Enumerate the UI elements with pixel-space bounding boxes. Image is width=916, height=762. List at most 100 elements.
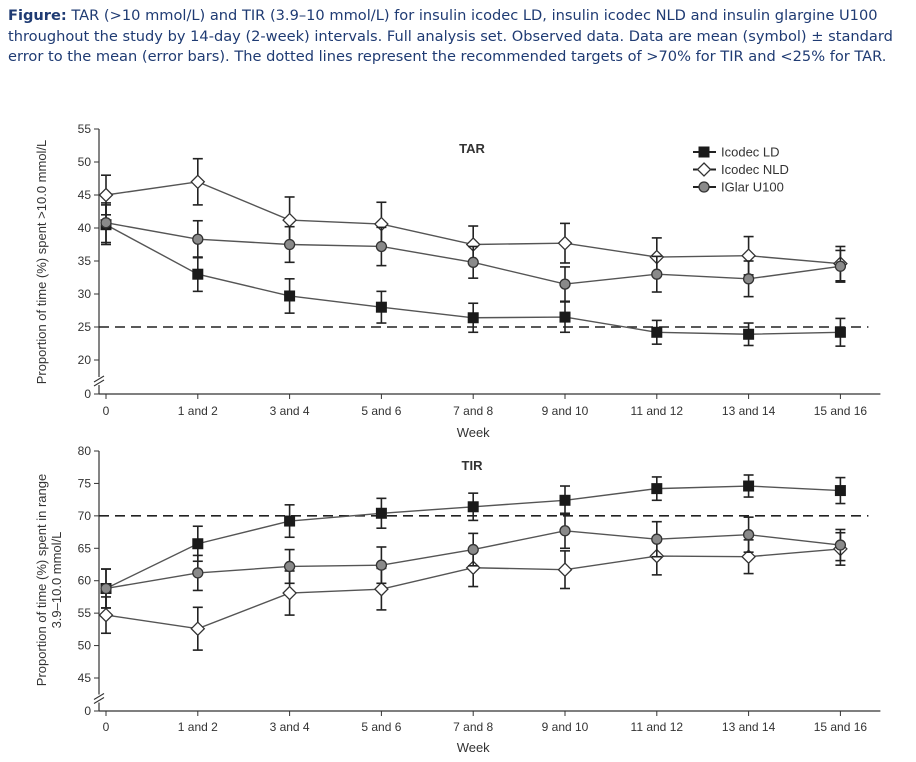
tir-series-iglar-u100 [100, 512, 847, 609]
tar-data-point-icodec-ld [467, 312, 479, 324]
tir-y-tick-label: 55 [78, 606, 92, 620]
legend-label: Icodec LD [721, 145, 780, 160]
tir-x-tick-label: 11 and 12 [631, 720, 684, 734]
tir-y-tick-label: 75 [78, 476, 92, 490]
tir-data-point-icodec-ld [559, 494, 571, 506]
tir-data-point-iglar-u100 [100, 582, 112, 595]
tir-data-point-icodec-nld [741, 549, 757, 565]
tar-data-point-iglar-u100 [192, 233, 204, 245]
tir-x-tick-label: 13 and 14 [722, 720, 776, 734]
tir-data-point-icodec-nld [373, 581, 389, 597]
tar-x-tick-label: 7 and 8 [453, 404, 493, 418]
tar-y-tick-label: 25 [78, 320, 92, 334]
tar-data-point-iglar-u100 [651, 268, 663, 280]
tir-data-point-iglar-u100 [467, 543, 479, 556]
tar-axis-break-mark [93, 379, 105, 387]
tar-y-tick-label: 55 [78, 122, 92, 136]
tir-y-tick-label: 0 [84, 704, 91, 718]
tar-data-point-icodec-ld [559, 311, 571, 323]
tar-data-point-iglar-u100 [742, 273, 755, 285]
tar-x-tick-label: 9 and 10 [542, 404, 589, 418]
tar-x-axis-label: Week [457, 425, 490, 440]
tar-panel-title: TAR [459, 141, 485, 156]
tar-data-point-icodec-nld [98, 187, 114, 203]
tir-x-tick-label: 1 and 2 [178, 720, 218, 734]
tir-chart: 0 45 50 55 60 65 70 75 80 0 1 and 2 3 and 4 5 and 6 7… [34, 444, 881, 755]
tar-data-point-icodec-ld [651, 326, 663, 338]
tar-x-tick-label: 11 and 12 [631, 404, 684, 418]
tir-y-axis-label: Proportion of time (%) spent in range3.9… [34, 474, 64, 686]
tar-data-point-icodec-ld [375, 301, 387, 313]
tir-data-point-iglar-u100 [742, 529, 755, 541]
tir-data-point-icodec-ld [467, 501, 479, 513]
tar-data-point-iglar-u100 [834, 260, 847, 272]
tir-data-point-icodec-ld [192, 538, 204, 550]
tar-y-tick-label: 20 [78, 353, 92, 367]
tar-y-tick-label: 45 [78, 188, 92, 202]
legend-marker [698, 146, 710, 158]
tar-data-point-icodec-ld [192, 268, 204, 280]
tir-y-tick-label: 80 [78, 444, 92, 458]
tar-data-point-icodec-nld [190, 174, 206, 190]
tir-axis-break-gap [94, 694, 104, 703]
tir-data-point-iglar-u100 [651, 533, 663, 545]
tir-x-tick-label: 15 and 16 [814, 720, 868, 734]
tar-chart: 0 20 25 30 35 40 45 50 55 0 1 and 2 3 and 4 5 and 6 7… [34, 122, 881, 440]
tir-axis-break-mark [93, 697, 105, 704]
legend-label: Icodec NLD [721, 162, 789, 177]
tir-data-point-iglar-u100 [375, 559, 388, 571]
tir-data-point-iglar-u100 [192, 567, 204, 579]
tar-series-icodec-ld [100, 204, 846, 347]
tir-data-point-iglar-u100 [834, 539, 847, 551]
tir-data-point-icodec-ld [651, 483, 663, 495]
tir-x-tick-label: 3 and 4 [270, 720, 310, 734]
tar-x-tick-label: 1 and 2 [178, 404, 218, 418]
tir-data-point-icodec-ld [834, 485, 846, 497]
tir-y-tick-label: 50 [78, 639, 92, 653]
tar-data-point-iglar-u100 [283, 238, 296, 251]
tar-data-point-iglar-u100 [467, 256, 479, 268]
figure-caption: Figure: TAR (>10 mmol/L) and TIR (3.9–10… [8, 6, 904, 68]
tar-axis-break-gap [94, 377, 104, 385]
tir-y-tick-label: 65 [78, 541, 92, 555]
tir-y-tick-label: 45 [78, 671, 92, 685]
tar-y-tick-label: 40 [78, 221, 92, 235]
tir-y-tick-label: 70 [78, 509, 92, 523]
tar-series-iglar-u100 [100, 202, 847, 303]
legend-marker [698, 181, 710, 193]
tar-y-tick-label: 0 [84, 387, 91, 401]
tar-data-point-iglar-u100 [559, 278, 571, 290]
legend-marker [696, 162, 712, 177]
tir-data-point-icodec-nld [557, 562, 573, 578]
tir-data-point-iglar-u100 [559, 525, 571, 537]
tir-data-point-icodec-nld [282, 585, 298, 601]
tir-x-tick-label: 5 and 6 [361, 720, 401, 734]
tar-y-tick-label: 30 [78, 287, 92, 301]
legend-label: IGlar U100 [721, 180, 784, 195]
tar-x-tick-label: 3 and 4 [270, 404, 310, 418]
caption-label: Figure: [8, 7, 67, 24]
tir-data-point-icodec-nld [190, 621, 206, 637]
tir-data-point-icodec-ld [284, 515, 296, 527]
chart-legend: Icodec LD Icodec NLD IGlar U100 [693, 145, 789, 195]
tir-x-axis-label: Week [457, 740, 490, 755]
tir-data-point-icodec-nld [98, 607, 114, 623]
tar-x-tick-label: 0 [103, 404, 110, 418]
tar-data-point-iglar-u100 [100, 217, 112, 229]
tar-y-tick-label: 35 [78, 254, 92, 268]
tir-data-point-icodec-ld [743, 480, 755, 492]
tar-data-point-icodec-ld [834, 326, 846, 338]
tir-x-tick-label: 7 and 8 [453, 720, 493, 734]
tir-panel-title: TIR [462, 458, 484, 473]
tir-axis-break-mark [93, 693, 105, 700]
tar-data-point-icodec-nld [282, 212, 298, 228]
tir-data-point-iglar-u100 [283, 560, 296, 573]
tar-data-point-iglar-u100 [375, 240, 388, 253]
tir-series-icodec-ld [100, 474, 846, 609]
tar-data-point-icodec-nld [557, 235, 573, 251]
tar-x-tick-label: 15 and 16 [814, 404, 868, 418]
tar-x-tick-label: 5 and 6 [361, 404, 401, 418]
caption-text: TAR (>10 mmol/L) and TIR (3.9–10 mmol/L)… [8, 7, 893, 65]
tir-x-tick-label: 9 and 10 [542, 720, 589, 734]
